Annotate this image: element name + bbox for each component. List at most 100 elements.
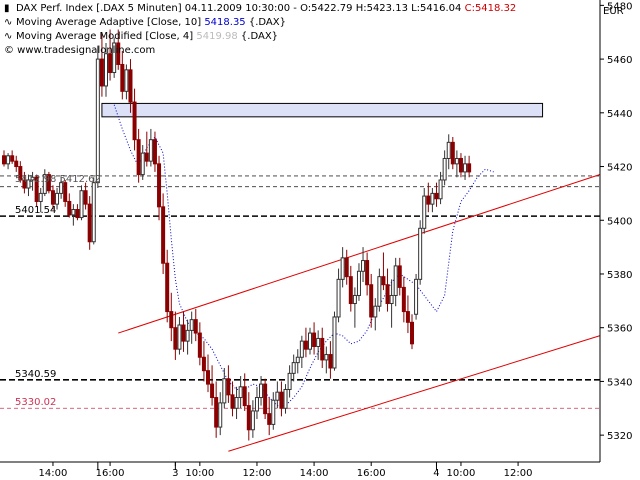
candle-body: [271, 399, 276, 425]
candle: [446, 134, 451, 170]
candle-body: [430, 192, 435, 205]
candle-body: [275, 391, 280, 401]
candle: [83, 182, 88, 210]
candle: [75, 204, 80, 221]
candle: [206, 354, 210, 393]
candle-body: [128, 69, 133, 103]
candle-body: [303, 340, 308, 350]
candle: [385, 268, 390, 312]
candle-body: [242, 386, 247, 407]
source-credit: © www.tradesignalonline.com: [4, 45, 155, 57]
level-label: 5330.02: [15, 397, 56, 408]
candle-body: [438, 179, 443, 200]
candle-body: [104, 53, 108, 87]
candle-body: [67, 200, 72, 216]
candle: [6, 153, 11, 170]
x-tick-label: 12:00: [243, 468, 272, 479]
candle: [246, 392, 251, 441]
candle: [38, 188, 43, 213]
candle-body: [63, 182, 68, 202]
candle-body: [287, 372, 292, 390]
candle: [14, 155, 19, 172]
indicator1-symbol: {.DAX}: [248, 17, 286, 28]
candle: [381, 252, 386, 291]
candle-body: [295, 356, 300, 364]
candle-body: [214, 397, 219, 428]
candle-body: [401, 286, 406, 313]
candle-body: [193, 319, 198, 334]
x-tick-label: 16:00: [357, 468, 386, 479]
level-label: 5401.54: [15, 205, 56, 216]
candle: [197, 322, 202, 366]
candle-body: [226, 378, 231, 396]
candle: [438, 171, 443, 205]
candle: [303, 327, 308, 358]
legend-title-line: ▮ DAX Perf. Index [.DAX 5 Minuten] 04.11.…: [4, 3, 516, 15]
candle: [320, 327, 325, 368]
candle-body: [361, 260, 366, 272]
candle-body: [18, 166, 23, 181]
candle: [108, 29, 113, 81]
candle-body: [148, 139, 153, 162]
candle: [87, 196, 92, 250]
candle-body: [397, 265, 402, 288]
candle: [242, 373, 247, 411]
candle: [42, 169, 47, 197]
candle-body: [336, 278, 341, 318]
candle-body: [185, 329, 190, 342]
candle-body: [328, 354, 333, 369]
y-tick-label: 5340: [607, 377, 632, 388]
candle-body: [26, 179, 31, 189]
y-tick-label: 5480: [607, 1, 632, 12]
candle: [401, 276, 406, 323]
candle-body: [230, 394, 235, 409]
candle-body: [410, 321, 414, 345]
candle: [442, 150, 447, 186]
candle: [361, 247, 366, 283]
candle-body: [206, 370, 210, 385]
candle-body: [267, 413, 272, 425]
candle-body: [50, 190, 55, 205]
candle-body: [381, 276, 386, 286]
candle: [157, 155, 162, 221]
candle: [165, 249, 170, 323]
candle: [50, 185, 55, 210]
candle: [214, 381, 219, 438]
candle-body: [426, 195, 431, 205]
candle-body: [414, 278, 419, 315]
candle: [201, 341, 206, 382]
candle-body: [446, 141, 451, 159]
candle-body: [324, 354, 329, 361]
candle-body: [38, 192, 43, 202]
candle-body: [152, 139, 157, 165]
y-tick-label: 5320: [607, 431, 632, 442]
candle: [173, 311, 178, 360]
candle: [405, 295, 410, 334]
candle: [287, 365, 292, 398]
candle: [312, 322, 317, 355]
candle-body: [352, 294, 357, 305]
candle-body: [10, 155, 15, 162]
candle-body: [442, 157, 447, 181]
y-tick-label: 5380: [607, 270, 632, 281]
indicator2-symbol: {.DAX}: [240, 31, 279, 42]
candle-body: [87, 203, 92, 243]
candle-body: [254, 397, 259, 412]
candle-body: [259, 383, 264, 399]
x-tick-label: 14:00: [39, 468, 68, 479]
candle-body: [140, 152, 145, 176]
candle-body: [291, 362, 296, 374]
x-tick-label: 4: [433, 468, 439, 479]
candle: [430, 188, 435, 213]
candle: [348, 265, 353, 312]
candle-body: [2, 155, 6, 165]
resistance-zone: [101, 102, 544, 118]
candle: [267, 397, 272, 436]
moving-average-adaptive-line: [113, 104, 494, 407]
x-tick-label: 10:00: [447, 468, 476, 479]
candle-body: [299, 340, 304, 358]
candle: [365, 252, 370, 296]
candle: [434, 182, 439, 207]
candle: [352, 287, 357, 328]
